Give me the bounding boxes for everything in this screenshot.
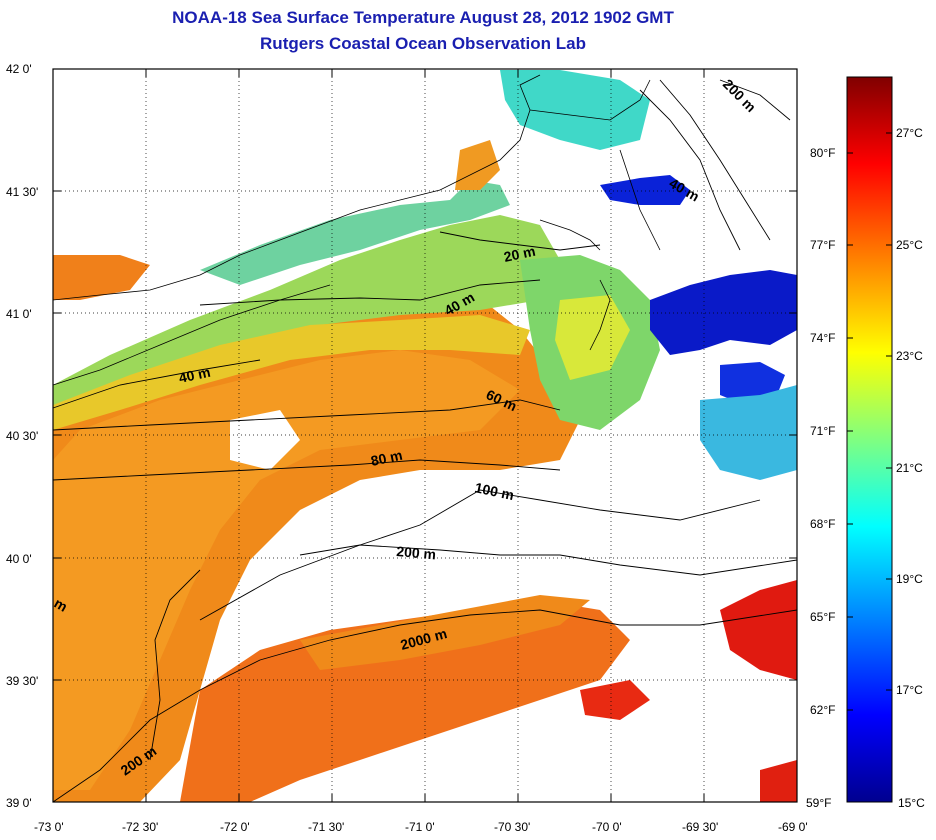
contour-labels: 20 m 40 m 40 m 40 m 60 m 80 m 100 m 200 … xyxy=(52,76,760,779)
colorbar-fahrenheit-label: 65°F xyxy=(810,610,836,624)
lon-tick-label: -72 0' xyxy=(220,820,250,834)
contour-label: 80 m xyxy=(369,447,404,469)
colorbar-celsius-label: 27°C xyxy=(896,126,923,140)
lat-tick-label: 39 30' xyxy=(6,674,39,688)
lon-tick-label: -73 0' xyxy=(34,820,64,834)
graticule xyxy=(53,69,797,802)
colorbar-ticks xyxy=(847,132,892,711)
sound-water xyxy=(200,180,510,285)
lat-tick-label: 42 0' xyxy=(6,62,32,76)
buzzards-bay-water xyxy=(455,140,500,190)
lat-tick-label: 41 30' xyxy=(6,185,39,199)
colorbar-celsius-label: 23°C xyxy=(896,349,923,363)
map-title: NOAA-18 Sea Surface Temperature August 2… xyxy=(172,8,674,27)
lat-tick-label: 41 0' xyxy=(6,307,32,321)
hot-water-corner xyxy=(760,760,797,802)
cloud-gap xyxy=(600,215,660,270)
lat-tick-label: 39 0' xyxy=(6,796,32,810)
border-ticks xyxy=(53,69,797,802)
warm-water-center xyxy=(53,350,520,790)
contour-label: 40 m xyxy=(177,364,212,386)
colorbar-celsius-label: 15°C xyxy=(898,796,925,810)
cold-water-east xyxy=(650,270,797,355)
colorbar-fahrenheit-label: 77°F xyxy=(810,238,836,252)
south-warm-band xyxy=(300,595,590,670)
colorbar-fahrenheit-label: 59°F xyxy=(806,796,832,810)
lon-tick-label: -70 0' xyxy=(592,820,622,834)
lon-tick-label: -72 30' xyxy=(122,820,159,834)
shoals-yellow xyxy=(555,295,630,380)
colorbar-fahrenheit-label: 74°F xyxy=(810,331,836,345)
lon-tick-label: -71 0' xyxy=(405,820,435,834)
map-subtitle: Rutgers Coastal Ocean Observation Lab xyxy=(260,34,586,53)
colorbar-fahrenheit-label: 62°F xyxy=(810,703,836,717)
colorbar-celsius-label: 25°C xyxy=(896,238,923,252)
colorbar-celsius-label: 17°C xyxy=(896,683,923,697)
colorbar xyxy=(846,76,893,803)
coastal-yellow-band xyxy=(53,315,530,430)
contour-label: 200 m xyxy=(396,543,437,562)
cloud-gap xyxy=(410,470,540,540)
cape-cod-bay-water xyxy=(500,70,650,150)
colorbar-celsius-label: 21°C xyxy=(896,461,923,475)
cloud-gap xyxy=(330,550,400,600)
hot-water-patch xyxy=(580,680,650,720)
lon-tick-label: -69 0' xyxy=(778,820,808,834)
colorbar-fahrenheit-label: 71°F xyxy=(810,424,836,438)
hot-water-southeast xyxy=(720,580,797,680)
lat-tick-label: 40 0' xyxy=(6,552,32,566)
colorbar-fahrenheit-label: 68°F xyxy=(810,517,836,531)
colorbar-celsius-label: 19°C xyxy=(896,572,923,586)
cloud-gap xyxy=(230,410,300,470)
lon-tick-label: -71 30' xyxy=(308,820,345,834)
bathymetry-contours xyxy=(52,79,798,803)
temperature-field xyxy=(53,70,797,802)
contour-label: 20 m xyxy=(502,243,537,265)
lat-tick-label: 40 30' xyxy=(6,429,39,443)
cold-water-north xyxy=(600,175,690,205)
cool-water-east xyxy=(700,385,797,480)
lon-tick-label: -69 30' xyxy=(682,820,719,834)
cloud-gap xyxy=(560,725,650,790)
west-coast-patch xyxy=(53,255,150,300)
colorbar-fahrenheit-label: 80°F xyxy=(810,146,836,160)
lon-tick-label: -70 30' xyxy=(494,820,531,834)
